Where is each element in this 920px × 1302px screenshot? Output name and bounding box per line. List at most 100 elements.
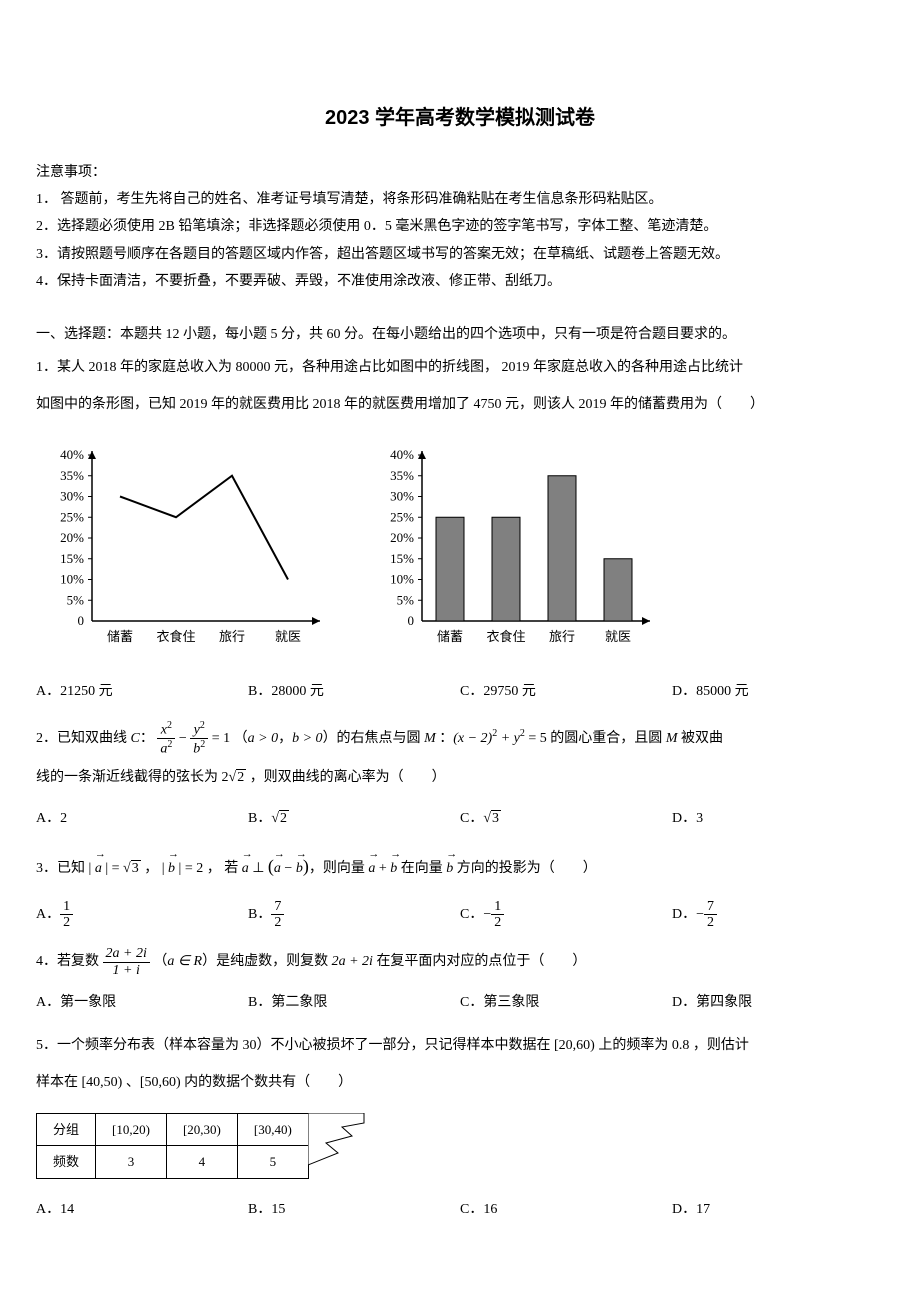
- minus: −: [179, 731, 190, 746]
- torn-icon: [308, 1113, 366, 1167]
- fraction: 12: [60, 899, 73, 931]
- question-5-line2: 样本在 [40,50) 、[50,60) 内的数据个数共有（ ）: [36, 1068, 884, 1099]
- option-label: B．: [248, 995, 271, 1010]
- table-cell: 分组: [37, 1114, 96, 1146]
- fraction: 72: [271, 899, 284, 931]
- q2-option-c: C．√3: [460, 806, 672, 831]
- svg-text:旅行: 旅行: [549, 629, 575, 644]
- text: | =: [102, 861, 123, 876]
- coef: 2: [222, 770, 229, 785]
- vector-a: a: [242, 854, 249, 885]
- option-label: C．: [460, 684, 483, 699]
- vector-a: a: [95, 854, 102, 885]
- cond: a ∈ R: [167, 954, 202, 969]
- q3-option-c: C．−12: [460, 899, 672, 931]
- svg-text:储蓄: 储蓄: [437, 629, 463, 644]
- frac-num: 7: [271, 899, 284, 915]
- option-text: 16: [483, 1202, 497, 1217]
- frac-den: 2: [60, 915, 73, 930]
- sqrt-icon: √2: [271, 806, 289, 831]
- section-heading: 一、选择题：本题共 12 小题，每小题 5 分，共 60 分。在每小题给出的四个…: [36, 322, 884, 347]
- svg-text:35%: 35%: [60, 467, 84, 482]
- option-label: A．: [36, 811, 60, 826]
- svg-text:15%: 15%: [390, 550, 414, 565]
- svg-text:30%: 30%: [390, 488, 414, 503]
- text: 线的一条渐近线截得的弦长为: [36, 770, 222, 785]
- question-4: 4．若复数 2a + 2i1 + i （a ∈ R）是纯虚数，则复数 2a + …: [36, 946, 884, 978]
- q4-options: A．第一象限 B．第二象限 C．第三象限 D．第四象限: [36, 990, 884, 1015]
- option-label: C．: [460, 907, 483, 922]
- option-label: D．: [672, 811, 696, 826]
- sup: 2: [200, 739, 205, 750]
- question-2: 2．已知双曲线 C： x2a2 − y2b2 = 1 （a > 0，b > 0）…: [36, 720, 884, 757]
- q3-option-b: B．72: [248, 899, 460, 931]
- q2-option-d: D．3: [672, 806, 884, 831]
- q2-options: A．2 B．√2 C．√3 D．3: [36, 806, 884, 831]
- svg-text:25%: 25%: [60, 509, 84, 524]
- option-label: B．: [248, 811, 271, 826]
- frac-den: 2: [271, 915, 284, 930]
- q2-text: 2．已知双曲线: [36, 731, 131, 746]
- q4-option-c: C．第三象限: [460, 990, 672, 1015]
- radicand: 2: [236, 769, 246, 785]
- table-cell: 频数: [37, 1146, 96, 1178]
- option-text: 28000 元: [271, 684, 324, 699]
- text: 在复平面内对应的点位于（ ）: [373, 954, 587, 969]
- notice-heading: 注意事项：: [36, 160, 884, 185]
- vector-b: b: [446, 854, 453, 885]
- bar-chart: 40%35%30%25%20%15%10%5%0储蓄衣食住旅行就医: [366, 441, 656, 651]
- q5-option-a: A．14: [36, 1197, 248, 1222]
- svg-text:旅行: 旅行: [219, 629, 245, 644]
- neg: −: [696, 907, 704, 922]
- table-row: 分组 [10,20) [20,30) [30,40): [37, 1114, 365, 1146]
- option-text: 第四象限: [696, 995, 752, 1010]
- q1-option-b: B．28000 元: [248, 679, 460, 704]
- option-text: 21250 元: [60, 684, 113, 699]
- svg-text:40%: 40%: [390, 447, 414, 462]
- page-title: 2023 学年高考数学模拟测试卷: [36, 100, 884, 136]
- svg-text:5%: 5%: [67, 592, 85, 607]
- svg-text:20%: 20%: [390, 530, 414, 545]
- perp-icon: ⊥: [249, 861, 268, 876]
- option-text: 14: [60, 1202, 74, 1217]
- option-text: 第一象限: [60, 995, 116, 1010]
- sup: 2: [167, 720, 172, 731]
- question-2-line2: 线的一条渐近线截得的弦长为 2√2 ，则双曲线的离心率为（ ）: [36, 763, 884, 794]
- frequency-table: 分组 [10,20) [20,30) [30,40) 频数 3 4 5: [36, 1113, 364, 1179]
- sqrt-icon: √3: [483, 806, 501, 831]
- text: 在向量: [397, 861, 446, 876]
- q5-options: A．14 B．15 C．16 D．17: [36, 1197, 884, 1222]
- text: ，则双曲线的离心率为（ ）: [246, 770, 446, 785]
- svg-text:15%: 15%: [60, 550, 84, 565]
- svg-text:10%: 10%: [60, 571, 84, 586]
- option-label: B．: [248, 907, 271, 922]
- text: 方向的投影为（ ）: [453, 861, 597, 876]
- eq: = 1: [212, 731, 230, 746]
- colon: ：: [140, 731, 154, 746]
- table-cell: [10,20): [96, 1114, 167, 1146]
- table-cell: 5: [237, 1146, 308, 1178]
- option-label: D．: [672, 684, 696, 699]
- table-cell: 3: [96, 1146, 167, 1178]
- q4-option-a: A．第一象限: [36, 990, 248, 1015]
- question-1-line2: 如图中的条形图，已知 2019 年的就医费用比 2018 年的就医费用增加了 4…: [36, 390, 884, 421]
- radicand: 2: [279, 810, 289, 826]
- option-label: D．: [672, 907, 696, 922]
- torn-cell: [308, 1114, 364, 1179]
- table-cell: [30,40): [237, 1114, 308, 1146]
- fraction: 72: [704, 899, 717, 931]
- radicand: 3: [491, 810, 501, 826]
- text: | = 2 ， 若: [175, 861, 242, 876]
- option-text: 第二象限: [271, 995, 327, 1010]
- expr: + y: [497, 731, 520, 746]
- svg-text:储蓄: 储蓄: [107, 629, 133, 644]
- frac-den: 2: [704, 915, 717, 930]
- svg-text:衣食住: 衣食住: [486, 629, 525, 644]
- neg: −: [483, 907, 491, 922]
- option-text: 85000 元: [696, 684, 749, 699]
- cond: a > 0: [248, 731, 278, 746]
- math-var: C: [131, 731, 140, 746]
- text: 3．已知 |: [36, 861, 95, 876]
- fraction: 12: [491, 899, 504, 931]
- q1-option-d: D．85000 元: [672, 679, 884, 704]
